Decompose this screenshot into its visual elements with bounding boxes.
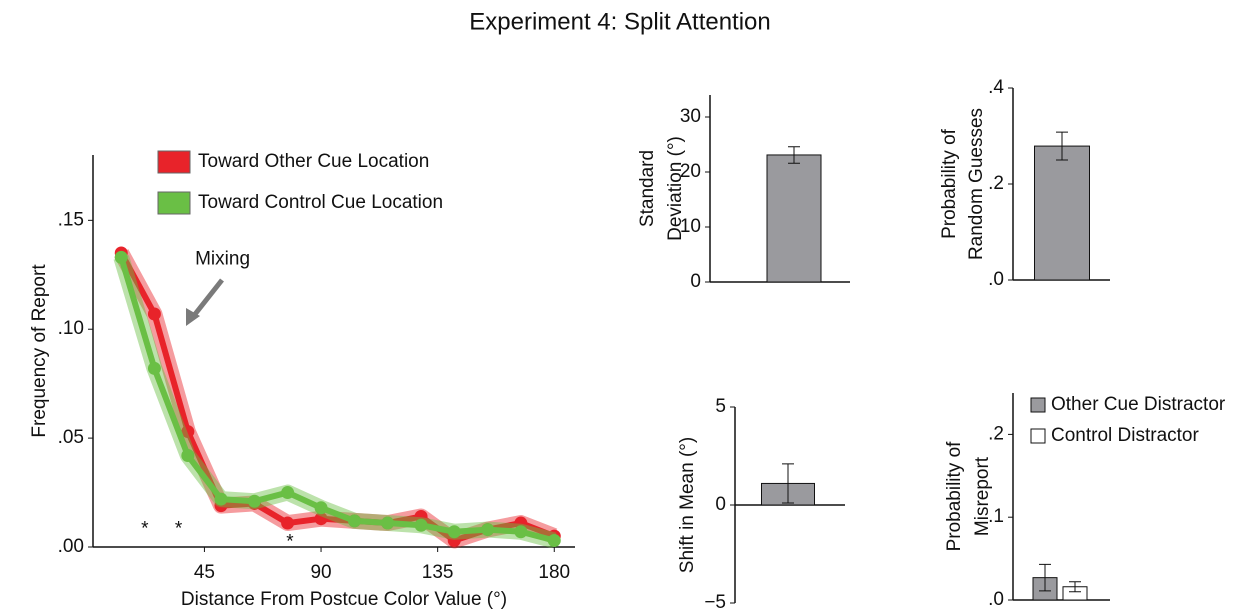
data-point — [247, 494, 261, 508]
error-bar — [1056, 131, 1068, 161]
data-point — [114, 250, 128, 264]
annotation: * — [141, 519, 149, 540]
data-point — [414, 518, 428, 532]
y-axis-label: Misreport — [972, 456, 993, 536]
x-tick-label: 45 — [194, 562, 215, 583]
y-tick-label: 0 — [690, 271, 701, 292]
annotation: * — [286, 532, 294, 553]
y-tick-label: .1 — [988, 506, 1004, 527]
data-point — [547, 533, 561, 547]
x-axis-label: Distance From Postcue Color Value (°) — [181, 589, 507, 610]
y-axis-label: Standard — [637, 150, 658, 227]
error-bar — [788, 146, 800, 164]
y-tick-label: 20 — [680, 161, 701, 182]
y-axis-label: Frequency of Report — [29, 264, 50, 438]
bar — [766, 154, 822, 283]
legend-swatch — [157, 191, 191, 215]
data-point — [147, 361, 161, 375]
y-tick-label: .15 — [58, 209, 84, 230]
y-tick-label: .05 — [58, 427, 84, 448]
y-tick-label: .4 — [988, 77, 1004, 98]
legend-swatch — [1030, 397, 1046, 413]
annotation-arrowhead — [186, 308, 200, 326]
legend-swatch — [157, 150, 191, 174]
data-point — [181, 425, 195, 439]
legend-label: Control Distractor — [1051, 425, 1199, 446]
y-tick-label: .2 — [988, 423, 1004, 444]
data-point — [347, 514, 361, 528]
data-point — [447, 525, 461, 539]
bar — [1034, 145, 1090, 281]
data-point — [381, 516, 395, 530]
data-point — [214, 492, 228, 506]
y-tick-label: .10 — [58, 318, 84, 339]
annotation: Mixing — [195, 249, 250, 270]
data-point — [514, 525, 528, 539]
error-bar — [782, 463, 794, 504]
y-tick-label: 0 — [715, 494, 726, 515]
error-bar — [1039, 563, 1051, 592]
y-axis-label: Probability of — [939, 128, 960, 239]
annotation: * — [175, 519, 183, 540]
data-point — [281, 516, 295, 530]
data-point — [147, 307, 161, 321]
data-point — [314, 512, 328, 526]
y-tick-label: .0 — [988, 269, 1004, 290]
y-tick-label: 30 — [680, 106, 701, 127]
y-tick-label: .0 — [988, 589, 1004, 610]
y-tick-label: .2 — [988, 173, 1004, 194]
data-point — [481, 523, 495, 537]
y-tick-label: −5 — [704, 592, 726, 613]
data-point — [281, 486, 295, 500]
y-tick-label: 10 — [680, 216, 701, 237]
x-tick-label: 180 — [538, 562, 570, 583]
y-tick-label: 5 — [715, 396, 726, 417]
y-tick-label: .00 — [58, 536, 84, 557]
legend-label: Toward Other Cue Location — [198, 151, 429, 172]
x-tick-label: 135 — [422, 562, 454, 583]
data-point — [314, 501, 328, 515]
error-bar — [1069, 581, 1081, 593]
x-tick-label: 90 — [310, 562, 331, 583]
y-axis-label: Random Guesses — [966, 108, 987, 260]
data-point — [181, 449, 195, 463]
y-axis-label: Deviation (°) — [665, 136, 686, 241]
legend-label: Other Cue Distractor — [1051, 394, 1226, 415]
legend-swatch — [1030, 428, 1046, 444]
annotation-arrow — [190, 278, 224, 320]
legend-label: Toward Control Cue Location — [198, 192, 443, 213]
series-band — [114, 249, 558, 549]
y-axis-label: Shift in Mean (°) — [677, 437, 698, 573]
y-axis-label: Probability of — [944, 441, 965, 552]
figure-title: Experiment 4: Split Attention — [469, 8, 771, 35]
